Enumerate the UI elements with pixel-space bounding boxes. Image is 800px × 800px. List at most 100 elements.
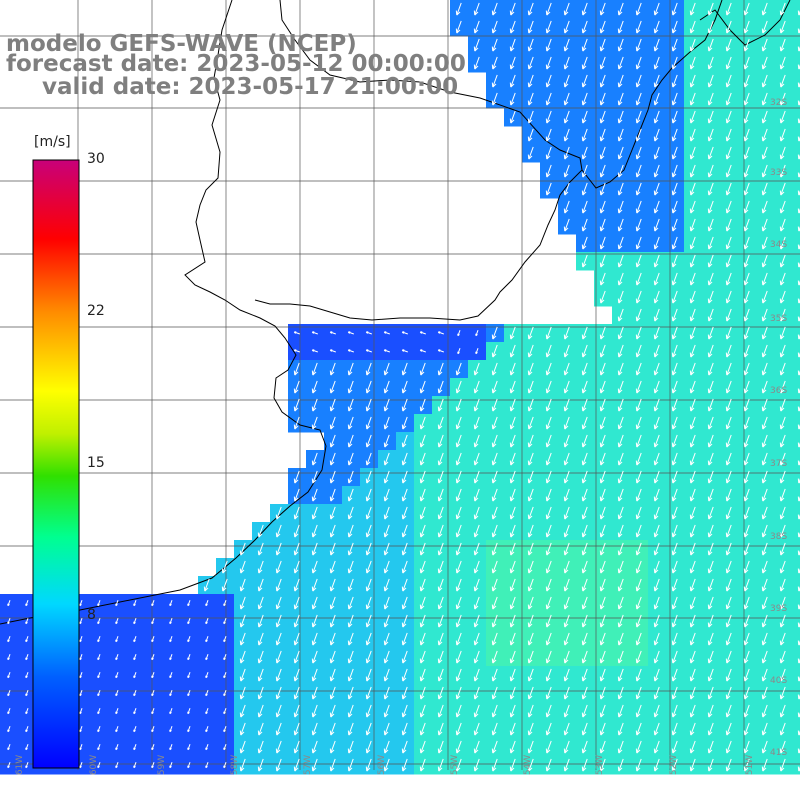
wind-arrow: [599, 164, 606, 178]
wind-arrow: [599, 2, 606, 16]
wind-arrow: [761, 632, 768, 646]
wind-arrow: [347, 470, 354, 484]
wind-arrow: [707, 308, 714, 322]
wind-arrow: [329, 331, 336, 335]
wind-arrow: [743, 758, 750, 772]
wind-arrow: [187, 672, 191, 679]
wind-arrow: [563, 326, 570, 340]
wind-arrow: [347, 650, 354, 664]
wind-arrow: [617, 110, 624, 124]
wind-arrow: [761, 74, 768, 88]
wind-arrow: [761, 236, 768, 250]
wind-arrow: [527, 452, 534, 466]
wind-arrow: [563, 38, 570, 52]
wind-arrow: [653, 650, 660, 664]
wind-arrow: [509, 632, 516, 646]
wind-arrow: [239, 614, 246, 628]
wind-arrow: [365, 614, 372, 628]
wind-arrow: [707, 326, 714, 340]
wind-arrow: [527, 506, 534, 520]
wind-arrow: [581, 236, 588, 250]
wind-arrow: [257, 524, 264, 538]
wind-arrow: [437, 560, 444, 574]
wind-arrow: [779, 614, 786, 628]
wind-arrow: [671, 290, 678, 304]
wind-arrow: [725, 254, 732, 268]
wind-arrow: [329, 506, 336, 520]
wind-arrow: [635, 74, 642, 88]
wind-arrow: [743, 218, 750, 232]
wind-arrow: [293, 632, 300, 646]
wind-arrow: [293, 416, 300, 430]
wind-arrow: [347, 632, 354, 646]
wind-arrow: [455, 542, 462, 556]
wind-arrow: [707, 758, 714, 772]
wind-arrow: [169, 654, 173, 661]
wind-arrow: [473, 56, 480, 70]
wind-arrow: [779, 434, 786, 448]
wind-arrow: [419, 470, 426, 484]
wind-arrow: [743, 686, 750, 700]
wind-arrow: [455, 452, 462, 466]
wind-arrow: [617, 506, 624, 520]
wind-arrow: [761, 596, 768, 610]
wind-arrow: [743, 344, 750, 358]
wind-arrow: [437, 614, 444, 628]
wind-arrow: [329, 614, 336, 628]
wind-arrow: [401, 560, 408, 574]
wind-arrow: [653, 290, 660, 304]
wind-arrow: [779, 218, 786, 232]
wind-arrow: [581, 632, 588, 646]
wind-arrow: [545, 92, 552, 106]
wind-arrow: [293, 488, 300, 502]
wind-arrow: [743, 326, 750, 340]
wind-arrow: [779, 290, 786, 304]
wind-arrow: [563, 470, 570, 484]
wind-arrow: [311, 632, 318, 646]
wind-arrow: [473, 740, 480, 754]
wind-arrow: [383, 488, 390, 502]
wind-arrow: [79, 672, 83, 679]
wind-arrow: [545, 20, 552, 34]
wind-arrow: [671, 110, 678, 124]
wind-arrow: [581, 92, 588, 106]
wind-arrow: [383, 380, 390, 394]
wind-arrow: [671, 326, 678, 340]
field-cell: [792, 576, 800, 595]
wind-arrow: [545, 578, 552, 592]
wind-arrow: [563, 596, 570, 610]
wind-arrow: [725, 362, 732, 376]
wind-arrow: [329, 560, 336, 574]
wind-arrow: [689, 452, 696, 466]
wind-arrow: [671, 254, 678, 268]
wind-arrow: [383, 650, 390, 664]
wind-arrow: [689, 488, 696, 502]
wind-arrow: [743, 254, 750, 268]
wind-arrow: [97, 654, 101, 661]
wind-arrow: [223, 762, 227, 769]
wind-arrow: [509, 470, 516, 484]
wind-arrow: [347, 722, 354, 736]
wind-arrow: [725, 686, 732, 700]
wind-arrow: [653, 2, 660, 16]
wind-arrow: [743, 488, 750, 502]
wind-arrow: [545, 506, 552, 520]
wind-arrow: [725, 200, 732, 214]
wind-arrow: [293, 560, 300, 574]
wind-arrow: [311, 542, 318, 556]
wind-arrow: [599, 182, 606, 196]
wind-arrow: [401, 632, 408, 646]
wind-arrow: [689, 506, 696, 520]
wind-arrow: [779, 650, 786, 664]
wind-arrow: [223, 690, 227, 697]
wind-arrow: [383, 506, 390, 520]
wind-arrow: [545, 38, 552, 52]
wind-arrow: [671, 182, 678, 196]
wind-arrow: [599, 398, 606, 412]
wind-arrow: [671, 704, 678, 718]
wind-arrow: [7, 672, 11, 679]
field-cell: [792, 234, 800, 253]
wind-arrow: [491, 344, 498, 358]
coast-northeast: [581, 0, 723, 189]
wind-arrow: [671, 20, 678, 34]
